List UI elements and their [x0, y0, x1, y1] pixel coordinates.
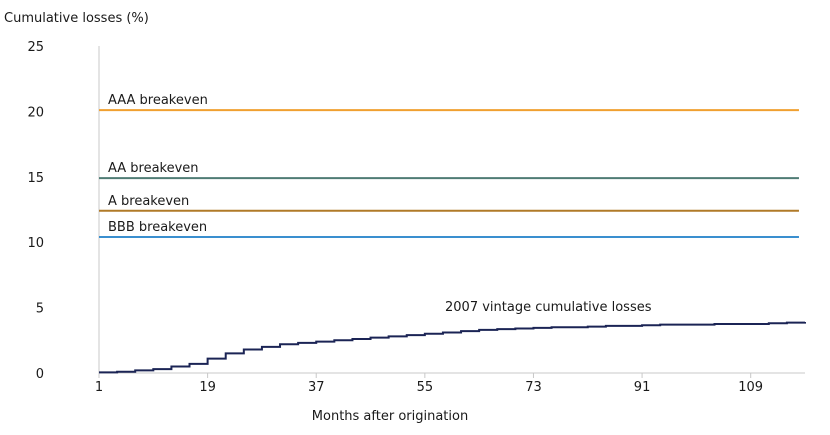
series-line-4	[99, 321, 806, 374]
series-label-4: 2007 vintage cumulative losses	[445, 300, 652, 315]
x-tick-label: 19	[199, 380, 216, 395]
x-axis-ticks: 1 19 37 55 73 91 109	[95, 373, 763, 395]
y-axis-ticks: 0 5 10 15 20 25	[27, 40, 44, 382]
x-tick-label: 37	[308, 380, 325, 395]
series-layer	[99, 109, 806, 374]
x-tick-label: 73	[525, 380, 542, 395]
y-tick-label: 25	[27, 40, 44, 55]
series-label-3: BBB breakeven	[108, 220, 207, 235]
series-label-1: AA breakeven	[108, 161, 199, 176]
x-tick-label: 55	[417, 380, 434, 395]
series-labels: AAA breakeven AA breakeven A breakeven BBB …	[108, 93, 652, 315]
series-label-2: A breakeven	[108, 194, 189, 209]
y-axis-title: Cumulative losses (%)	[4, 11, 149, 26]
x-tick-label: 109	[738, 380, 763, 395]
y-tick-label: 20	[27, 105, 44, 120]
y-tick-label: 15	[27, 171, 44, 186]
x-tick-label: 1	[95, 380, 103, 395]
series-label-0: AAA breakeven	[108, 93, 208, 108]
y-tick-label: 5	[36, 302, 44, 317]
y-tick-label: 0	[36, 367, 44, 382]
y-tick-label: 10	[27, 236, 44, 251]
x-tick-label: 91	[634, 380, 651, 395]
x-axis-title: Months after origination	[312, 409, 468, 424]
